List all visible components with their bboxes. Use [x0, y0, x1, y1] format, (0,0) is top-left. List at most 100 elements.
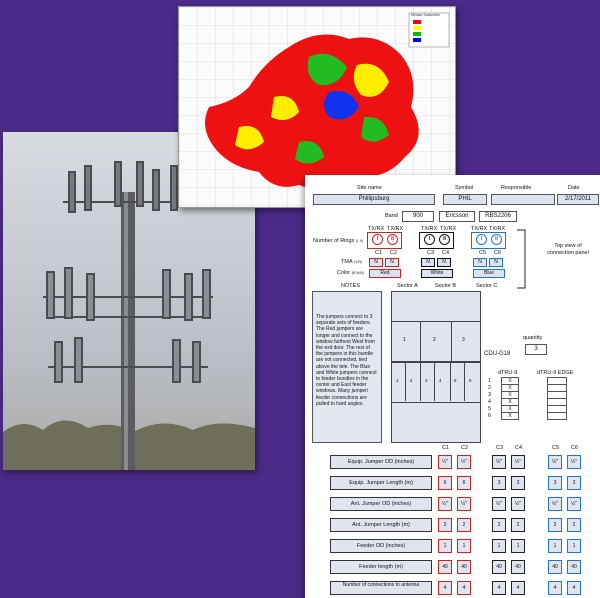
table-cell[interactable]: 40 [492, 560, 506, 574]
quantity-label: quantity [523, 335, 543, 341]
sector-c-label: Sector C [476, 283, 498, 289]
table-cell[interactable]: 4 [548, 581, 562, 595]
legend-swatch-red [413, 20, 421, 24]
color-field-red[interactable]: Red [369, 269, 401, 278]
table-cell[interactable]: 2 [457, 518, 471, 532]
table-cell[interactable]: ½" [548, 455, 562, 469]
table-cell[interactable]: 6 [457, 476, 471, 490]
table-cell[interactable]: ½" [511, 455, 525, 469]
table-cell[interactable]: ½" [511, 497, 525, 511]
column-label: C1 [375, 250, 383, 256]
table-cell[interactable]: ½" [492, 455, 506, 469]
panel-top-slot: 2 [433, 337, 436, 343]
dtru-row-number: 6 [488, 413, 492, 419]
responsible-label: Responsible [501, 185, 532, 191]
table-cell[interactable]: 3 [492, 476, 506, 490]
dtru-row-number: 1 [488, 378, 492, 384]
connection-panel [391, 291, 481, 443]
vendor-field[interactable]: Ericsson [439, 211, 475, 222]
tma-field[interactable]: N [473, 258, 487, 267]
cdu-label: CDU-G18 [484, 351, 511, 357]
table-cell[interactable]: ½" [567, 497, 581, 511]
column-label: C5 [479, 250, 487, 256]
table-column-label: C1 [442, 445, 450, 451]
tma-field[interactable]: N [489, 258, 503, 267]
tma-field[interactable]: N [385, 258, 399, 267]
ring-indicator[interactable]: I [476, 234, 487, 245]
table-cell[interactable]: 4 [492, 581, 506, 595]
table-cell[interactable]: ½" [567, 455, 581, 469]
legend-title: Median Subscriber [411, 13, 441, 17]
sector-b-label: Sector B [435, 283, 457, 289]
ring-indicator[interactable]: II [439, 234, 450, 245]
table-cell[interactable]: 40 [511, 560, 525, 574]
table-cell[interactable]: 40 [567, 560, 581, 574]
site-name-field[interactable]: Phillipsburg [313, 194, 435, 205]
table-cell[interactable]: ½" [438, 455, 452, 469]
table-cell[interactable]: 2 [438, 518, 452, 532]
table-cell[interactable]: ½" [548, 497, 562, 511]
table-cell[interactable]: 3 [567, 476, 581, 490]
band-field[interactable]: 900 [402, 211, 434, 222]
color-label: Color (R,W,B) [337, 270, 364, 276]
table-column-label: C3 [496, 445, 504, 451]
tma-field[interactable]: N [421, 258, 435, 267]
legend-swatch-blue [413, 38, 421, 42]
table-cell[interactable]: 40 [548, 560, 562, 574]
table-cell[interactable]: 6 [438, 476, 452, 490]
table-cell[interactable]: 4 [511, 581, 525, 595]
txrx-header: TX/RX [440, 226, 457, 232]
table-cell[interactable]: 4 [567, 581, 581, 595]
table-row-label: Equip. Jumper OD (inches) [330, 455, 432, 469]
table-cell[interactable]: 2 [567, 518, 581, 532]
model-field[interactable]: RBS2206 [479, 211, 517, 222]
dtru-slot[interactable]: X [501, 412, 519, 420]
table-cell[interactable]: 40 [438, 560, 452, 574]
panel-bottom-slot: 6 [469, 378, 472, 383]
ring-indicator[interactable]: II [491, 234, 502, 245]
table-cell[interactable]: ½" [457, 455, 471, 469]
dtru-row-number: 2 [488, 385, 492, 391]
table-row-label: Feeder length (m) [330, 560, 432, 574]
table-cell[interactable]: 3 [511, 476, 525, 490]
notes-box[interactable]: The jumpers connect to 3 separate sets o… [312, 291, 382, 443]
panel-bottom-slot: 2 [410, 378, 413, 383]
table-cell[interactable]: 1 [438, 539, 452, 553]
table-cell[interactable]: 1 [457, 539, 471, 553]
ring-indicator[interactable]: I [424, 234, 435, 245]
tma-field[interactable]: N [437, 258, 451, 267]
table-cell[interactable]: ½" [457, 497, 471, 511]
table-cell[interactable]: 1 [492, 539, 506, 553]
responsible-field[interactable] [491, 194, 555, 205]
table-cell[interactable]: 2 [511, 518, 525, 532]
ring-indicator[interactable]: I [372, 234, 383, 245]
table-cell[interactable]: 1 [511, 539, 525, 553]
table-cell[interactable]: 2 [492, 518, 506, 532]
rings-label: Number of Rings (I, II) [313, 238, 364, 244]
notes-label: NOTES [341, 283, 360, 289]
table-row-label: Feeder OD (inches) [330, 539, 432, 553]
table-cell[interactable]: 2 [548, 518, 562, 532]
table-row-label: Ant. Jumper OD (inches) [330, 497, 432, 511]
quantity-field[interactable]: 3 [525, 344, 547, 355]
color-field-blue[interactable]: Blue [473, 269, 505, 278]
tma-field[interactable]: N [369, 258, 383, 267]
dtru-edge-slot[interactable] [547, 412, 567, 420]
table-cell[interactable]: 4 [438, 581, 452, 595]
table-cell[interactable]: 40 [457, 560, 471, 574]
table-cell[interactable]: 3 [548, 476, 562, 490]
table-cell[interactable]: ½" [438, 497, 452, 511]
table-column-label: C6 [571, 445, 579, 451]
column-label: C2 [390, 250, 398, 256]
tma-label: TMA (Y/N) [341, 259, 363, 265]
symbol-field[interactable]: PHIL [443, 194, 487, 205]
color-field-white[interactable]: White [421, 269, 453, 278]
dtru-label: dTRU-9 [498, 370, 518, 376]
ring-indicator[interactable]: II [387, 234, 398, 245]
table-cell[interactable]: ½" [492, 497, 506, 511]
table-cell[interactable]: 1 [548, 539, 562, 553]
table-cell[interactable]: 1 [567, 539, 581, 553]
date-field[interactable]: 2/17/2011 [557, 194, 599, 205]
column-label: C4 [442, 250, 450, 256]
table-cell[interactable]: 4 [457, 581, 471, 595]
